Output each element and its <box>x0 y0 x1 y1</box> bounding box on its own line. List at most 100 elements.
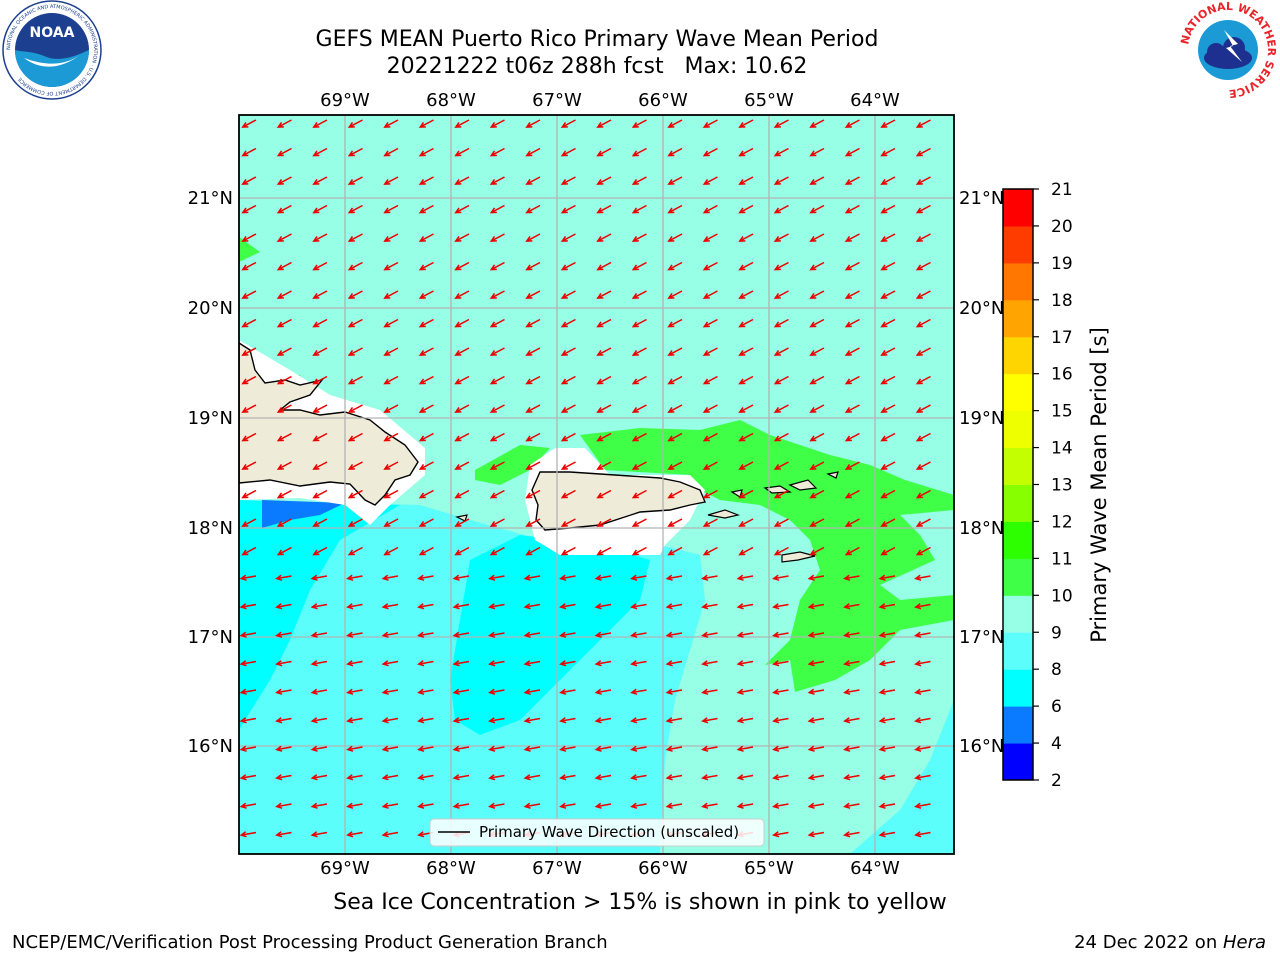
wave-arrow <box>844 318 860 328</box>
wave-arrow <box>914 603 931 610</box>
wave-arrow <box>559 774 576 781</box>
wave-arrow <box>418 290 434 299</box>
wave-arrow <box>560 147 576 157</box>
wave-arrow <box>738 347 754 356</box>
footer-date: 24 Dec 2022 on Hera <box>1074 932 1266 953</box>
wave-arrow <box>736 774 754 781</box>
wave-arrow <box>381 660 399 667</box>
wave-arrow <box>310 660 328 667</box>
wave-arrow <box>381 745 399 752</box>
wave-arrow <box>454 518 470 527</box>
wave-arrow <box>418 546 434 556</box>
wave-arrow <box>596 518 612 527</box>
colorbar-tick-label: 16 <box>1051 365 1073 385</box>
wave-arrow <box>915 147 931 157</box>
wave-arrow <box>738 176 754 185</box>
wave-arrow <box>844 347 860 356</box>
wave-arrow <box>701 688 718 695</box>
colorbar-segment <box>1003 484 1033 522</box>
wave-arrow <box>807 688 825 695</box>
wave-arrow <box>738 404 754 413</box>
wave-arrow <box>523 574 541 581</box>
wave-arrow <box>844 176 860 185</box>
wave-arrow <box>418 375 434 385</box>
wave-arrow <box>809 147 825 157</box>
wave-arrow <box>843 745 860 752</box>
wave-arrow <box>347 432 363 442</box>
wave-arrow <box>880 461 896 470</box>
wave-arrow <box>914 717 931 724</box>
wave-arrow <box>347 461 363 470</box>
wave-arrow <box>310 688 328 695</box>
wave-arrow <box>347 489 363 499</box>
wave-arrow <box>915 290 931 299</box>
wave-arrow <box>738 432 754 442</box>
colorbar-segment <box>1003 262 1033 301</box>
wave-arrow <box>418 147 434 157</box>
lat-ticks-right: 21°N 20°N 19°N 18°N 17°N 16°N <box>959 188 1004 757</box>
wave-arrow <box>383 347 399 356</box>
wave-arrow <box>667 318 683 328</box>
wave-arrow <box>736 688 754 695</box>
wave-arrow <box>381 717 399 724</box>
wave-arrow <box>312 290 328 299</box>
wave-arrow <box>239 688 257 695</box>
wave-arrow <box>489 233 505 242</box>
wave-arrow <box>594 631 612 638</box>
wave-arrow <box>738 233 754 242</box>
wave-arrow <box>915 176 931 185</box>
wave-arrow <box>631 147 647 157</box>
lat-tick: 16°N <box>959 736 1004 757</box>
wave-arrow <box>701 717 718 724</box>
wave-arrow <box>310 774 328 781</box>
wave-arrow <box>346 774 363 781</box>
wave-arrow <box>701 745 718 752</box>
wave-arrow <box>275 603 292 610</box>
wave-arrow <box>488 688 505 695</box>
wave-arrow <box>525 147 541 157</box>
wave-arrow <box>665 774 683 781</box>
wave-arrow <box>241 290 257 299</box>
wave-arrow <box>525 233 541 242</box>
wave-arrow <box>276 518 292 527</box>
wave-arrow <box>276 404 292 413</box>
colorbar-label: Primary Wave Mean Period [s] <box>1087 327 1111 643</box>
wave-arrow <box>346 688 363 695</box>
wave-arrow <box>844 432 860 442</box>
wave-arrow <box>383 204 399 214</box>
wave-arrow <box>596 290 612 299</box>
wave-arrow <box>665 660 683 667</box>
wave-arrow <box>702 119 718 128</box>
wave-arrow <box>702 318 718 328</box>
wave-arrow <box>631 347 647 356</box>
colorbar-tick-label: 18 <box>1051 291 1073 311</box>
lon-tick: 66°W <box>638 858 688 879</box>
wave-arrow <box>809 347 825 356</box>
nws-logo: NATIONAL WEATHER SERVICE <box>1178 0 1278 100</box>
wave-arrow <box>452 717 470 724</box>
wave-arrow <box>525 347 541 356</box>
wave-arrow <box>312 318 328 328</box>
wave-arrow <box>630 603 647 610</box>
land-puerto-rico <box>531 471 706 531</box>
wave-arrow <box>381 802 399 809</box>
wave-arrow <box>914 660 931 667</box>
wave-arrow <box>630 717 647 724</box>
wave-arrow <box>772 688 789 695</box>
wave-arrow <box>701 574 718 581</box>
wave-arrow <box>702 261 718 271</box>
wave-arrow <box>844 261 860 271</box>
wave-arrow <box>418 233 434 242</box>
period-fill-4-6 <box>262 500 345 528</box>
wave-arrow <box>809 546 825 556</box>
colorbar-tick-label: 8 <box>1051 660 1062 680</box>
wave-arrow <box>594 688 612 695</box>
wave-arrow <box>702 489 718 499</box>
wave-arrow <box>347 318 363 328</box>
colorbar-tick-label: 15 <box>1051 402 1073 422</box>
wave-arrow <box>525 432 541 442</box>
wave-arrow <box>878 802 896 809</box>
wave-arrow <box>488 745 505 752</box>
wave-arrow <box>383 404 399 413</box>
wave-arrow <box>667 290 683 299</box>
